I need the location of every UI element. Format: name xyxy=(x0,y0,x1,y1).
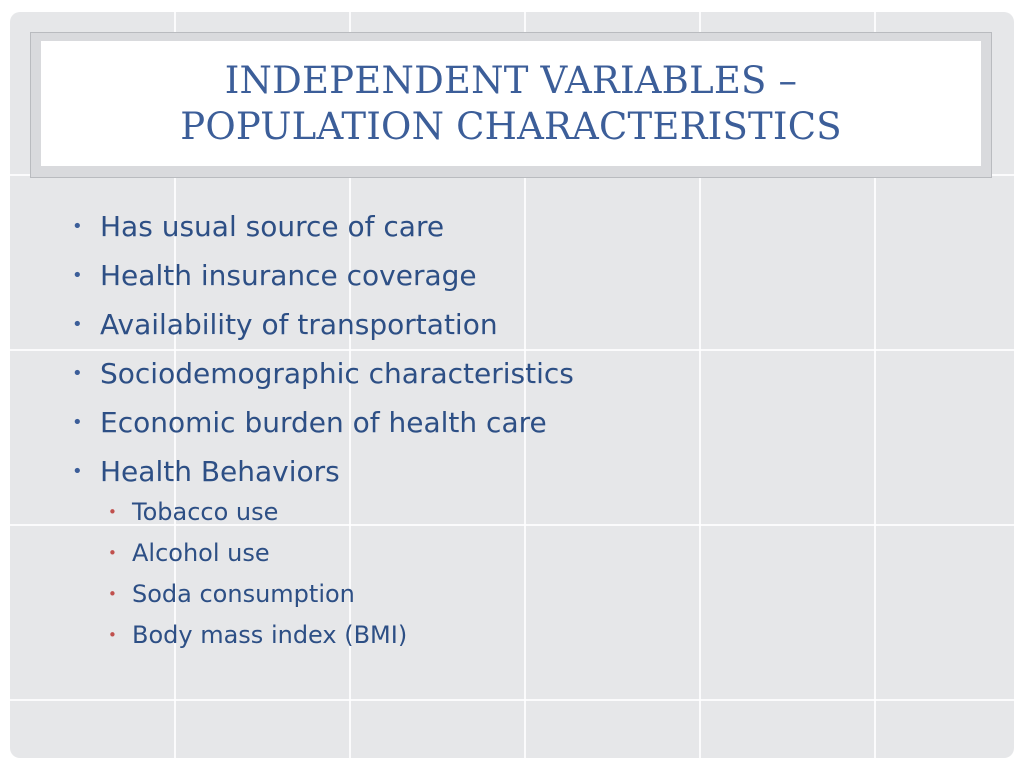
bullet-marker: • xyxy=(72,363,83,384)
bullet-text: Economic burden of health care xyxy=(100,406,547,439)
bullet-text: Health insurance coverage xyxy=(100,259,477,292)
sub-bullet-text: Soda consumption xyxy=(132,580,355,608)
bullet-item: • Availability of transportation xyxy=(68,300,968,349)
bullet-text: Has usual source of care xyxy=(100,210,445,243)
sub-bullet-item: • Soda consumption xyxy=(100,574,968,615)
bullet-marker: • xyxy=(72,314,83,335)
slide: INDEPENDENT VARIABLES – POPULATION CHARA… xyxy=(10,12,1014,758)
bullet-text: Sociodemographic characteristics xyxy=(100,357,574,390)
bullet-item: • Has usual source of care xyxy=(68,202,968,251)
bullet-list: • Has usual source of care • Health insu… xyxy=(68,202,968,656)
sub-bullet-marker: • xyxy=(108,503,117,521)
bullet-item: • Health Behaviors • Tobacco use • Alcoh… xyxy=(68,447,968,656)
title-frame: INDEPENDENT VARIABLES – POPULATION CHARA… xyxy=(30,32,992,178)
title-line-2: POPULATION CHARACTERISTICS xyxy=(180,104,842,148)
bullet-marker: • xyxy=(72,412,83,433)
sub-bullet-marker: • xyxy=(108,626,117,644)
slide-title: INDEPENDENT VARIABLES – POPULATION CHARA… xyxy=(41,41,981,166)
bullet-marker: • xyxy=(72,216,83,237)
sub-bullet-marker: • xyxy=(108,585,117,603)
title-line-1: INDEPENDENT VARIABLES – xyxy=(224,58,798,102)
bullet-item: • Economic burden of health care xyxy=(68,398,968,447)
bullet-marker: • xyxy=(72,265,83,286)
bullet-text: Health Behaviors xyxy=(100,455,340,488)
sub-bullet-item: • Tobacco use xyxy=(100,492,968,533)
bullet-item: • Sociodemographic characteristics xyxy=(68,349,968,398)
bullet-text: Availability of transportation xyxy=(100,308,498,341)
sub-bullet-item: • Alcohol use xyxy=(100,533,968,574)
sub-bullet-item: • Body mass index (BMI) xyxy=(100,615,968,656)
sub-bullet-text: Body mass index (BMI) xyxy=(132,621,408,649)
sub-bullet-text: Alcohol use xyxy=(132,539,270,567)
bullet-content: • Has usual source of care • Health insu… xyxy=(68,202,968,656)
bullet-marker: • xyxy=(72,461,83,482)
bullet-item: • Health insurance coverage xyxy=(68,251,968,300)
sub-bullet-text: Tobacco use xyxy=(132,498,279,526)
sub-bullet-list: • Tobacco use • Alcohol use • Soda consu… xyxy=(100,492,968,656)
sub-bullet-marker: • xyxy=(108,544,117,562)
